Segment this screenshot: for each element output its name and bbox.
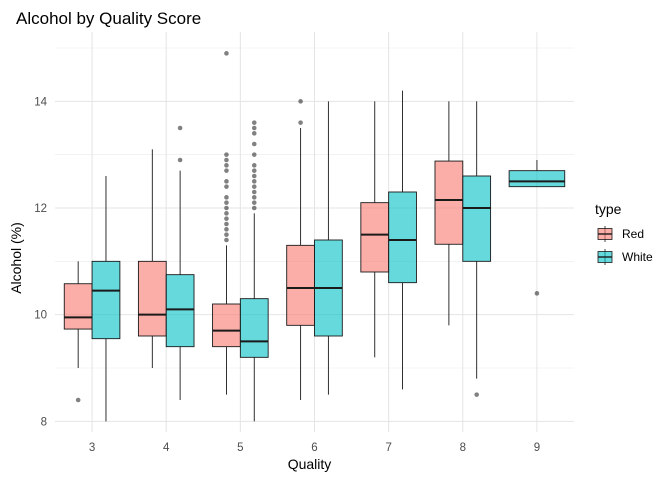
outlier-point — [251, 179, 257, 184]
outlier-point — [251, 205, 257, 211]
outlier-point — [251, 173, 257, 179]
x-tick-label: 9 — [534, 442, 540, 454]
outlier-point — [251, 168, 257, 173]
box-white-6 — [314, 101, 343, 395]
box-white-9 — [508, 160, 566, 296]
box-iqr — [212, 303, 241, 348]
outlier-point — [251, 141, 257, 147]
box-iqr — [360, 202, 390, 273]
outlier-point — [224, 200, 229, 205]
y-tick-label: 12 — [34, 203, 47, 215]
outlier-point — [251, 189, 257, 195]
y-tick-label: 14 — [34, 96, 47, 108]
x-tick-label: 7 — [385, 442, 391, 454]
box-iqr — [137, 260, 167, 337]
outlier-point — [224, 168, 229, 173]
outlier-point — [224, 195, 229, 200]
outlier-point — [251, 163, 257, 168]
outlier-point — [251, 200, 257, 205]
box-white-7 — [388, 90, 417, 390]
x-tick-label: 5 — [237, 442, 243, 454]
outlier-point — [224, 163, 229, 168]
outlier-point — [177, 157, 183, 163]
outlier-point — [251, 120, 257, 125]
outlier-point — [298, 99, 303, 104]
outlier-point — [251, 184, 257, 189]
outlier-point — [224, 184, 229, 189]
y-tick-labels: 8 10 12 14 — [34, 96, 47, 428]
outlier-point — [224, 227, 229, 232]
x-tick-labels: 3 4 5 6 7 8 9 — [89, 442, 540, 454]
grid-lines — [55, 32, 574, 432]
box-white-4 — [165, 125, 195, 400]
outlier-point — [224, 237, 229, 243]
outlier-point — [474, 392, 479, 397]
x-tick-label: 8 — [460, 442, 466, 454]
box-iqr — [286, 244, 315, 326]
outlier-point — [534, 291, 540, 296]
outlier-point — [298, 120, 303, 125]
outlier-point — [224, 51, 229, 56]
legend-label: Red — [622, 227, 644, 241]
box-red-5 — [212, 51, 241, 395]
box-iqr — [508, 170, 566, 188]
chart-title: Alcohol by Quality Score — [16, 9, 201, 28]
outlier-point — [177, 125, 183, 131]
box-white-3 — [91, 176, 121, 422]
y-tick-label: 10 — [34, 310, 47, 322]
box-red-6 — [286, 99, 315, 400]
box-layer — [63, 51, 566, 422]
box-iqr — [239, 298, 269, 358]
outlier-point — [224, 157, 229, 163]
box-white-8 — [462, 101, 492, 397]
outlier-point — [224, 221, 229, 227]
box-iqr — [165, 274, 195, 348]
legend: type Red White — [595, 201, 653, 266]
box-iqr — [462, 175, 492, 262]
outlier-point — [224, 205, 229, 211]
y-axis-title: Alcohol (%) — [8, 222, 24, 294]
legend-label: White — [622, 250, 653, 264]
box-iqr — [91, 260, 121, 340]
outlier-point — [251, 152, 257, 157]
outlier-point — [251, 125, 257, 131]
y-tick-label: 8 — [41, 416, 47, 428]
outlier-point — [251, 195, 257, 200]
box-red-4 — [137, 149, 167, 368]
box-iqr — [388, 191, 417, 284]
box-red-3 — [63, 261, 93, 403]
outlier-point — [224, 152, 229, 157]
legend-item-white: White — [596, 248, 653, 266]
x-tick-label: 6 — [311, 442, 317, 454]
box-iqr — [434, 160, 464, 245]
legend-title: type — [595, 201, 622, 217]
outlier-point — [75, 397, 81, 403]
box-red-8 — [434, 101, 464, 326]
x-axis-title: Quality — [288, 456, 332, 472]
x-tick-label: 3 — [89, 442, 95, 454]
box-red-7 — [360, 101, 390, 358]
outlier-point — [224, 179, 229, 184]
x-tick-label: 4 — [163, 442, 170, 454]
outlier-point — [224, 232, 229, 237]
box-white-5 — [239, 120, 269, 422]
outlier-point — [224, 211, 229, 216]
legend-item-red: Red — [596, 225, 644, 243]
box-iqr — [63, 283, 93, 330]
outlier-point — [251, 131, 257, 136]
outlier-point — [224, 216, 229, 221]
